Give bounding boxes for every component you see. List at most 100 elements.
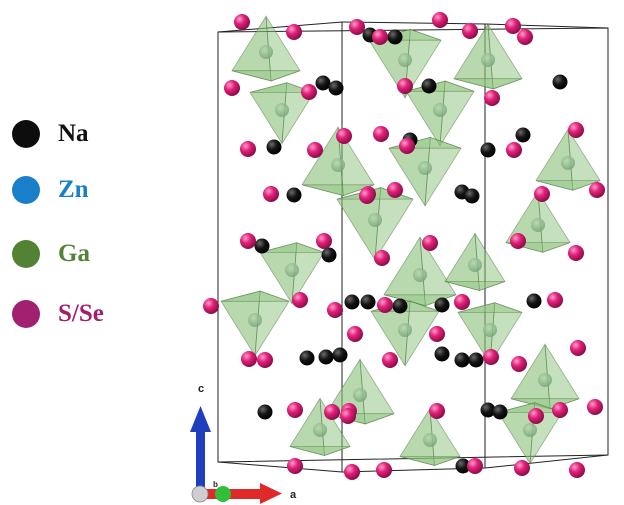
polyhedra-layer: [220, 15, 601, 467]
s-se-atom: [372, 29, 388, 45]
s-se-atom: [511, 356, 527, 372]
s-se-atom: [373, 126, 389, 142]
tetrahedron-face: [249, 82, 315, 93]
s-se-atom: [234, 14, 250, 30]
sodium-layer: [254, 27, 568, 474]
s-se-atom: [568, 245, 584, 261]
s-se-atom: [374, 250, 390, 266]
sodium-atom: [318, 349, 334, 365]
sodium-atom: [526, 293, 542, 309]
s-se-atom: [316, 233, 332, 249]
tetrahedron: [444, 232, 506, 292]
s-se-atom: [287, 458, 303, 474]
na-legend-dot: [12, 120, 40, 148]
tetrahedron-face: [259, 242, 325, 253]
tetrahedron: [231, 15, 301, 82]
tetrahedron-face: [457, 302, 523, 313]
s-se-atom: [552, 402, 568, 418]
s-se-atom: [454, 294, 470, 310]
zn-legend-dot: [12, 176, 40, 204]
tetrahedron: [220, 290, 290, 357]
tetrahedron-face: [405, 80, 475, 92]
s-se-atom: [506, 142, 522, 158]
metal-center-atom: [531, 218, 545, 232]
tetrahedron: [535, 128, 601, 191]
s-se-atom: [569, 462, 585, 478]
sodium-atom: [321, 247, 337, 263]
metal-center-atom: [523, 423, 537, 437]
s-se-atom: [547, 292, 563, 308]
tetrahedron: [336, 187, 414, 262]
sodium-atom: [480, 402, 496, 418]
b-axis-sphere: [215, 486, 231, 502]
metal-center-atom: [248, 313, 262, 327]
metal-center-atom: [285, 263, 299, 277]
sodium-atom: [434, 346, 450, 362]
metal-center-atom: [259, 45, 273, 59]
sodium-atom: [257, 404, 273, 420]
metal-center-atom: [468, 258, 482, 272]
s-se-atom: [203, 298, 219, 314]
s-se-atom: [510, 233, 526, 249]
tetrahedron: [301, 125, 375, 197]
tetrahedron-face: [289, 446, 351, 456]
s-se-atom: [517, 29, 533, 45]
s-se-atom: [240, 233, 256, 249]
sodium-atom: [315, 75, 331, 91]
tetrahedron-face: [301, 184, 375, 197]
tetrahedron: [399, 407, 461, 467]
s-se-atom: [432, 12, 448, 28]
cell-edge: [484, 23, 609, 29]
legend-item-sse: S/Se: [8, 300, 158, 334]
metal-center-atom: [313, 423, 327, 437]
sodium-atom: [468, 352, 484, 368]
legend-label-sse: S/Se: [58, 300, 104, 327]
tetrahedron: [510, 343, 580, 410]
tetrahedron: [383, 235, 457, 307]
s-se-atom: [382, 352, 398, 368]
s-se-atom: [376, 462, 392, 478]
sodium-atom: [344, 294, 360, 310]
metal-center-atom: [423, 433, 437, 447]
s-se-atom: [324, 404, 340, 420]
sodium-atom: [492, 404, 508, 420]
s-se-atom: [301, 84, 317, 100]
axis-label-a: a: [290, 489, 297, 501]
cell-edge: [217, 21, 343, 33]
s-se-atom: [327, 302, 343, 318]
s-se-atom: [224, 80, 240, 96]
s-se-atom: [429, 403, 445, 419]
tetrahedron-face: [453, 78, 523, 90]
tetrahedron-face: [220, 290, 290, 302]
tetrahedron-face: [399, 456, 461, 466]
s-se-atom: [467, 458, 483, 474]
legend-item-na: Na: [8, 120, 158, 154]
a-axis-arrowhead: [260, 483, 282, 504]
s-se-atom: [347, 326, 363, 342]
axis-origin: [191, 485, 209, 503]
sodium-atom: [421, 78, 437, 94]
s-se-atom: [570, 340, 586, 356]
legend-item-ga: Ga: [8, 240, 158, 274]
sodium-atom: [480, 142, 496, 158]
s-se-legend-dot: [12, 300, 40, 328]
s-se-atom: [568, 122, 584, 138]
s-se-atom: [462, 23, 478, 39]
tetrahedron: [457, 302, 523, 365]
c-axis-arrowhead: [190, 406, 211, 432]
sodium-atom: [328, 80, 344, 96]
tetrahedron: [405, 80, 475, 147]
legend-label-na: Na: [58, 120, 89, 147]
sodium-atom: [552, 74, 568, 90]
metal-center-atom: [561, 156, 575, 170]
s-se-atom: [344, 464, 360, 480]
s-se-atom: [287, 402, 303, 418]
sodium-atom: [454, 352, 470, 368]
sodium-atom: [299, 350, 315, 366]
s-se-atom: [429, 326, 445, 342]
s-se-atom: [514, 460, 530, 476]
metal-center-atom: [418, 161, 432, 175]
s-se-atom: [422, 235, 438, 251]
tetrahedron-face: [444, 281, 506, 291]
